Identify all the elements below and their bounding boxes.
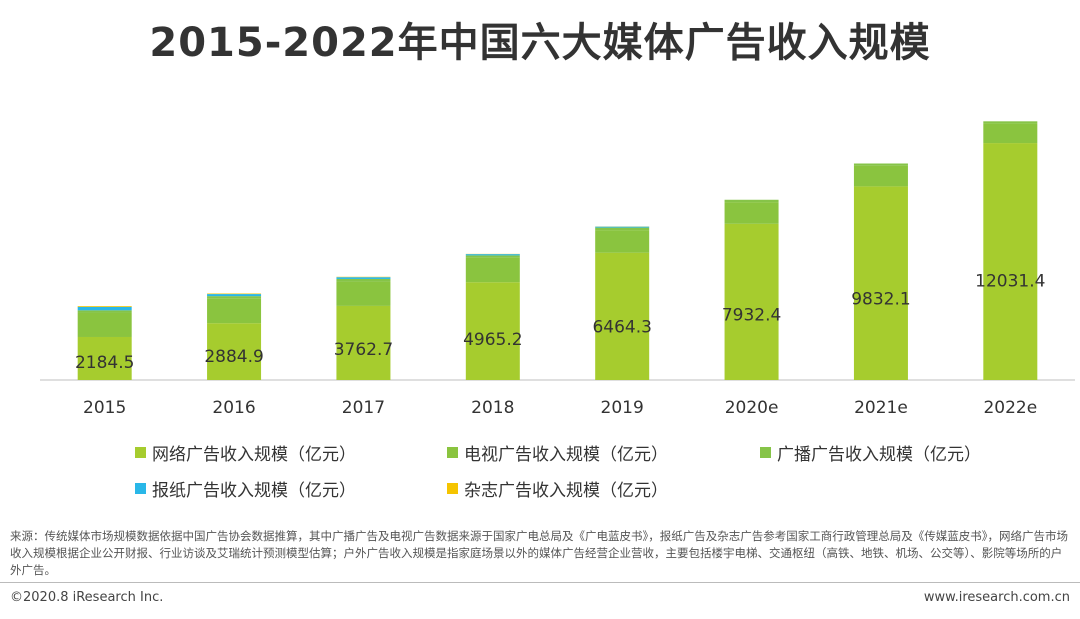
bar-segment-2-2017 xyxy=(336,278,391,282)
legend-label-3: 报纸广告收入规模（亿元） xyxy=(152,481,356,501)
bar-segment-0-2020e xyxy=(724,223,779,380)
bar-segment-3-2019 xyxy=(595,226,650,228)
legend-swatch-2 xyxy=(760,447,771,458)
legend-label-0: 网络广告收入规模（亿元） xyxy=(152,445,356,465)
bar-segment-1-2021e xyxy=(853,165,908,187)
x-tick-label-2021e: 2021e xyxy=(854,398,908,418)
bar-segment-2-2018 xyxy=(465,255,520,258)
legend-swatch-1 xyxy=(447,447,458,458)
data-label-2019: 6464.3 xyxy=(592,318,651,338)
x-tick-label-2022e: 2022e xyxy=(983,398,1037,418)
bar-segment-1-2017 xyxy=(336,281,391,306)
data-label-2016: 2884.9 xyxy=(204,347,263,367)
legend-item-3: 报纸广告收入规模（亿元） xyxy=(135,476,356,501)
bar-segment-0-2017 xyxy=(336,305,391,380)
legend-label-1: 电视广告收入规模（亿元） xyxy=(464,445,668,465)
data-label-2021e: 9832.1 xyxy=(851,290,910,310)
data-label-2017: 3762.7 xyxy=(334,340,393,360)
bar-segment-2-2020e xyxy=(724,199,779,203)
x-tick-label-2018: 2018 xyxy=(471,398,514,418)
data-label-2022e: 12031.4 xyxy=(975,271,1045,291)
data-label-2015: 2184.5 xyxy=(75,353,134,373)
x-tick-label-2015: 2015 xyxy=(83,398,126,418)
bar-segment-1-2020e xyxy=(724,202,779,224)
x-tick-label-2017: 2017 xyxy=(342,398,385,418)
data-label-2020e: 7932.4 xyxy=(722,305,781,325)
chart-legend: 网络广告收入规模（亿元） 电视广告收入规模（亿元） 广播广告收入规模（亿元） 报纸广告… xyxy=(135,440,1035,510)
legend-item-4: 杂志广告收入规模（亿元） xyxy=(447,476,668,501)
legend-label-4: 杂志广告收入规模（亿元） xyxy=(464,481,668,501)
bar-segment-3-2018 xyxy=(465,254,520,256)
x-tick-label-2020e: 2020e xyxy=(725,398,779,418)
bar-segment-1-2022e xyxy=(983,123,1038,144)
bar-segment-1-2015 xyxy=(77,312,132,337)
legend-swatch-4 xyxy=(447,483,458,494)
bar-segment-3-2016 xyxy=(207,294,262,297)
bar-segment-0-2022e xyxy=(983,143,1038,380)
bar-segment-4-2015 xyxy=(77,306,132,307)
bar-segment-1-2018 xyxy=(465,257,520,283)
copyright-text: ©2020.8 iResearch Inc. xyxy=(10,590,164,605)
bar-segment-2-2016 xyxy=(207,296,262,299)
bar-segment-0-2018 xyxy=(465,282,520,380)
bar-segment-4-2016 xyxy=(207,293,262,295)
bar-segment-3-2015 xyxy=(77,306,132,311)
bar-segment-0-2016 xyxy=(207,323,262,380)
bar-segment-3-2017 xyxy=(336,277,391,279)
bar-segment-2-2019 xyxy=(595,227,650,231)
legend-swatch-0 xyxy=(135,447,146,458)
legend-item-2: 广播广告收入规模（亿元） xyxy=(760,440,981,465)
source-footnote: 来源：传统媒体市场规模数据依据中国广告协会数据推算，其中广播广告及电视广告数据来… xyxy=(10,529,1068,577)
legend-item-0: 网络广告收入规模（亿元） xyxy=(135,440,356,465)
chart-plot-area: 2184.5 2015 2884.9 2016 3762.7 2017 4965.2 2018… xyxy=(40,121,1075,418)
bar-segment-2-2022e xyxy=(983,121,1038,124)
bar-segment-1-2019 xyxy=(595,230,650,253)
data-label-2018: 4965.2 xyxy=(463,330,522,350)
legend-label-2: 广播广告收入规模（亿元） xyxy=(777,445,981,465)
legend-item-1: 电视广告收入规模（亿元） xyxy=(447,440,668,465)
chart-title: 2015-2022年中国六大媒体广告收入规模 xyxy=(149,20,931,66)
legend-swatch-3 xyxy=(135,483,146,494)
bar-segment-1-2016 xyxy=(207,298,262,324)
x-tick-label-2016: 2016 xyxy=(212,398,255,418)
bar-segment-0-2019 xyxy=(595,252,650,380)
footer-divider xyxy=(0,582,1080,583)
bar-segment-2-2015 xyxy=(77,310,132,313)
bar-segment-2-2021e xyxy=(853,163,908,166)
bar-segment-0-2021e xyxy=(853,186,908,380)
bar-segment-0-2015 xyxy=(77,336,132,380)
website-link[interactable]: www.iresearch.com.cn xyxy=(923,590,1070,605)
x-tick-label-2019: 2019 xyxy=(601,398,644,418)
